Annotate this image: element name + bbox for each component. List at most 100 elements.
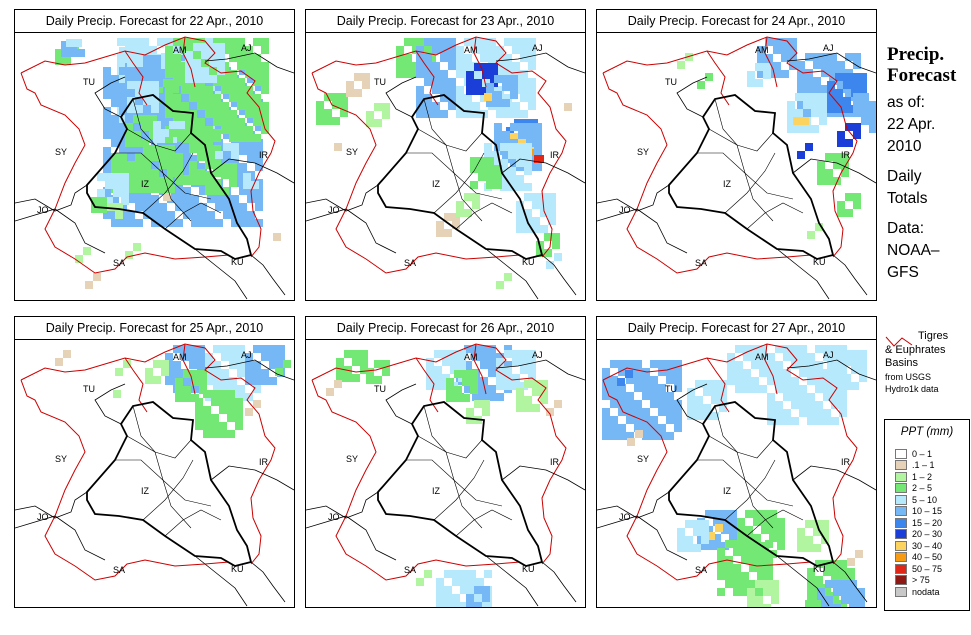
region-label: SA [404, 565, 416, 575]
precip-cell [520, 358, 528, 366]
precip-cell [634, 416, 642, 424]
precip-cell [215, 151, 223, 159]
precip-cell [635, 430, 643, 438]
precip-cell [149, 115, 157, 123]
precip-cell [91, 197, 99, 205]
precip-cell [247, 75, 255, 83]
precip-cell [191, 195, 199, 203]
precip-cell [835, 73, 843, 81]
precip-cell [432, 46, 440, 54]
precip-cell [825, 153, 833, 161]
precip-cell [105, 173, 113, 181]
precip-cell [63, 350, 71, 358]
precip-cell [354, 89, 362, 97]
precip-cell [464, 209, 472, 217]
precip-cell [510, 91, 518, 99]
precip-cell [221, 163, 229, 171]
precip-cell [841, 161, 849, 169]
precip-cell [634, 368, 642, 376]
precip-cell [75, 255, 83, 263]
precip-cell [759, 369, 767, 377]
province-boundary [697, 152, 794, 200]
precip-cell [807, 353, 815, 361]
precip-cell [127, 211, 135, 219]
precip-cell [773, 62, 781, 70]
region-label: JO [619, 512, 631, 522]
precip-cell [432, 38, 440, 46]
legend-label: 50 – 75 [912, 563, 943, 574]
precip-cell [253, 62, 261, 70]
precip-cell [512, 374, 520, 382]
precip-cell [201, 43, 209, 51]
country-border [676, 383, 708, 425]
iraq-border [377, 94, 544, 260]
precip-cell [799, 353, 807, 361]
precip-cell [173, 46, 181, 54]
precip-cell [859, 350, 867, 358]
precip-cell [61, 41, 69, 49]
precip-cell [199, 163, 207, 171]
province-boundary [142, 152, 194, 214]
precip-cell [735, 369, 743, 377]
forecast-panel-5: Daily Precip. Forecast for 26 Apr., 2010… [305, 316, 586, 608]
precip-cell [269, 345, 277, 353]
precip-cell [151, 185, 159, 193]
precip-cell [161, 360, 169, 368]
country-border [15, 491, 88, 519]
precip-cell [773, 70, 781, 78]
precip-cell [133, 115, 141, 123]
precip-cell [277, 345, 285, 353]
precip-cell [490, 63, 498, 71]
precip-cell [849, 596, 857, 604]
precip-cell [189, 145, 197, 153]
region-label: JO [328, 205, 340, 215]
precip-cell [837, 201, 845, 209]
country-border [597, 208, 688, 254]
precip-cell [869, 125, 876, 133]
precip-cell [747, 604, 755, 607]
precip-cell [213, 361, 221, 369]
precip-cell [165, 86, 173, 94]
precip-cell [261, 38, 269, 46]
precip-cell [767, 409, 775, 417]
country-border [776, 248, 830, 300]
precip-cell [103, 115, 111, 123]
precip-cell [362, 81, 370, 89]
precip-cell [229, 126, 237, 134]
precip-cell [247, 195, 255, 203]
precip-cell [528, 54, 536, 62]
legend-item: 10 – 15 [895, 506, 942, 518]
precip-cell [719, 380, 727, 388]
precip-cell [861, 93, 869, 101]
precip-cell [464, 385, 472, 393]
precip-cell [775, 409, 783, 417]
precip-cell [135, 153, 143, 161]
precip-cell [528, 86, 536, 94]
precip-cell [464, 94, 472, 102]
precip-cell [823, 345, 831, 353]
country-border [94, 383, 126, 425]
precip-cell [602, 368, 610, 376]
precip-cell [666, 368, 674, 376]
precip-cell [526, 123, 534, 131]
precip-cell [674, 416, 682, 424]
precip-cell [737, 526, 745, 534]
precip-cell [426, 382, 434, 390]
precip-cell [229, 94, 237, 102]
precip-cell [434, 350, 442, 358]
side-totals: Totals [887, 190, 928, 207]
precip-cell [235, 422, 243, 430]
precip-cell [125, 251, 133, 259]
precip-cell [540, 209, 548, 217]
precip-cell [761, 518, 769, 526]
precip-cell [693, 544, 701, 552]
precip-cell [532, 388, 540, 396]
precip-cell [510, 83, 518, 91]
precip-cell [480, 38, 488, 46]
precip-cell [444, 586, 452, 594]
precip-cell [255, 147, 263, 155]
precip-cell [121, 173, 129, 181]
country-border [792, 158, 876, 184]
province-boundary [126, 128, 192, 222]
region-label: SY [55, 454, 67, 464]
